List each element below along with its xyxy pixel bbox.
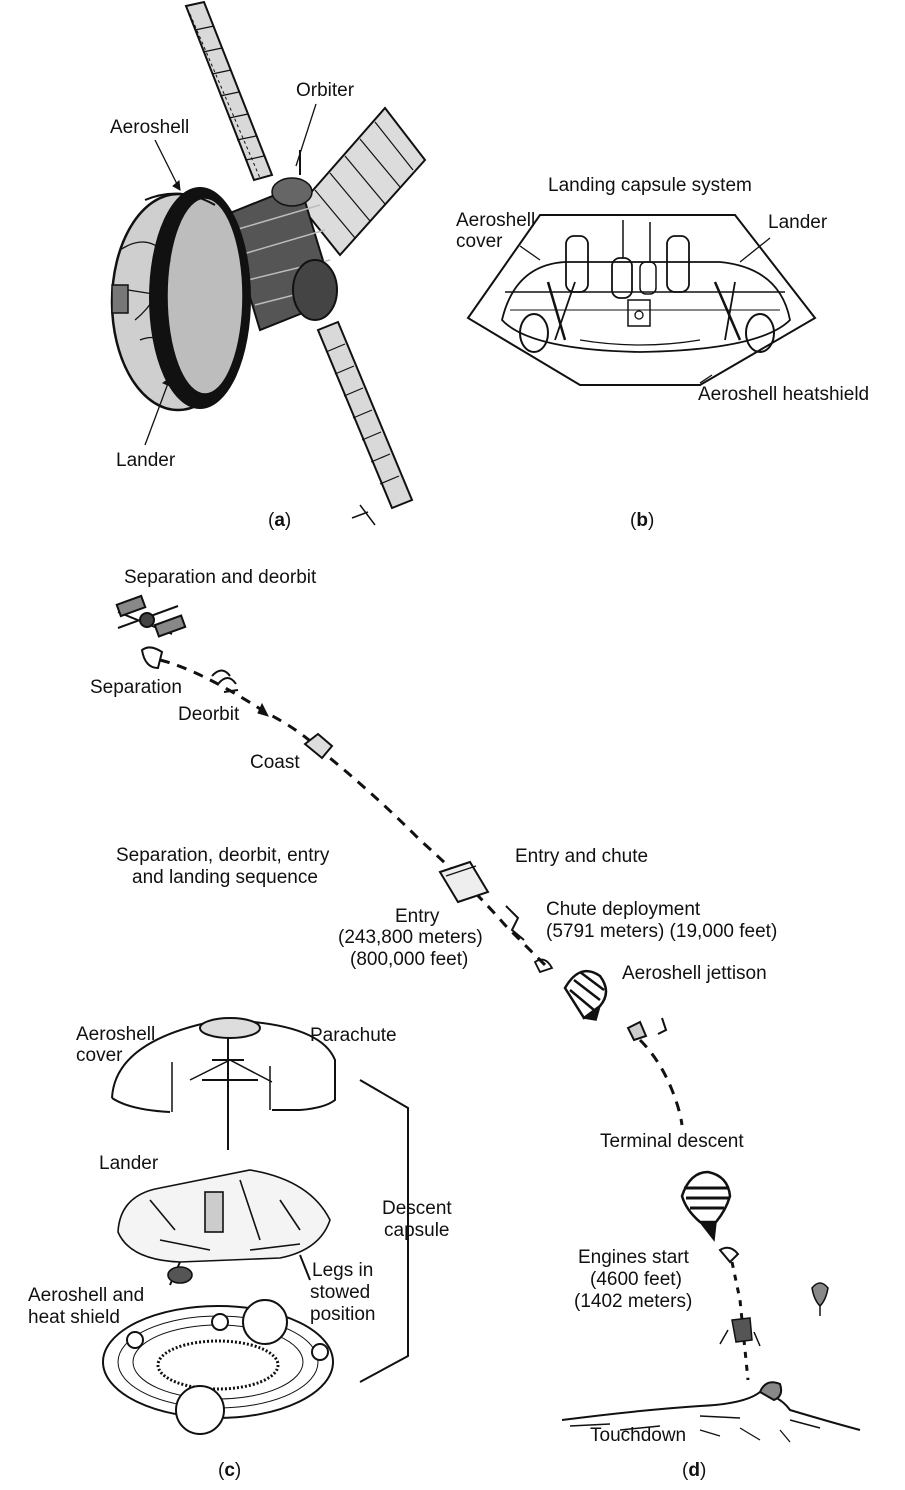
right-upper-solar-panel <box>298 106 427 257</box>
label-descent-2: capsule <box>384 1220 450 1241</box>
label-legs-1: Legs in <box>312 1260 374 1281</box>
label-entry-3: (800,000 feet) <box>350 949 469 970</box>
coast-capsule-icon <box>303 732 334 760</box>
label-lander-c: Lander <box>99 1153 159 1174</box>
separation-capsule-icon <box>140 646 164 670</box>
terminal-parachute-icon <box>680 1170 732 1242</box>
label-heat-2: heat shield <box>28 1307 120 1328</box>
label-aeroshell-cover-b-1: Aeroshell <box>456 210 536 231</box>
label-heat-1: Aeroshell and <box>28 1285 145 1306</box>
label-descent-1: Descent <box>382 1198 452 1219</box>
panel-letter-a: (a) <box>268 510 292 531</box>
label-entry-2: (243,800 meters) <box>338 927 483 948</box>
label-lander-b: Lander <box>768 212 828 233</box>
label-sequence-2: and landing sequence <box>132 867 318 888</box>
label-aeroshell-cover-c-1: Aeroshell <box>76 1024 156 1045</box>
heat-shield-shape <box>102 1299 334 1435</box>
label-aeroshell-heatshield: Aeroshell heatshield <box>698 384 870 405</box>
parachute-open-icon <box>563 969 608 1021</box>
label-parachute: Parachute <box>310 1025 397 1046</box>
exploded-capsule-illustration <box>102 1017 409 1435</box>
lower-solar-panel <box>316 320 414 526</box>
label-entry-1: Entry <box>395 906 440 927</box>
label-chute-2: (5791 meters) (19,000 feet) <box>546 921 778 942</box>
upper-solar-panel <box>184 0 274 182</box>
label-coast: Coast <box>250 752 300 773</box>
panel-letter-b: (b) <box>630 510 655 531</box>
orbiter-bus <box>223 150 338 332</box>
descent-trajectory-path <box>159 658 550 970</box>
chute-deployment-icon <box>505 905 525 941</box>
engines-lander-icon <box>718 1246 740 1264</box>
spacecraft-illustration <box>110 0 427 526</box>
aeroshell-jettison-icon <box>626 1020 648 1042</box>
lander-shape <box>117 1169 331 1286</box>
label-entry-and-chute: Entry and chute <box>515 846 649 867</box>
label-aeroshell-a: Aeroshell <box>110 117 190 138</box>
descent-sequence-illustration <box>115 594 861 1443</box>
label-sequence-1: Separation, deorbit, entry <box>116 845 330 866</box>
label-aeroshell-cover-b-2: cover <box>456 231 503 252</box>
heatshield-curve <box>501 261 791 353</box>
label-touchdown: Touchdown <box>590 1425 687 1446</box>
label-legs-2: stowed <box>310 1282 371 1303</box>
entry-capsule-icon <box>438 860 490 904</box>
label-legs-3: position <box>310 1304 376 1325</box>
label-deorbit: Deorbit <box>178 704 240 725</box>
label-orbiter: Orbiter <box>296 80 355 101</box>
label-separation-and-deorbit: Separation and deorbit <box>124 567 317 588</box>
label-chute-1: Chute deployment <box>546 899 701 920</box>
landing-capsule-illustration <box>466 214 817 386</box>
capsule-outline <box>466 214 817 386</box>
descent-capsule-bracket <box>359 1079 409 1383</box>
label-landing-capsule-system: Landing capsule system <box>548 175 752 196</box>
label-lander-a: Lander <box>116 450 176 471</box>
label-aeroshell-cover-c-2: cover <box>76 1045 123 1066</box>
label-separation: Separation <box>90 677 182 698</box>
panel-letter-d: (d) <box>682 1460 707 1481</box>
label-aeroshell-jettison: Aeroshell jettison <box>622 963 767 984</box>
separation-spacecraft-icon <box>115 594 187 638</box>
aeroshell-lander <box>110 187 251 412</box>
label-terminal-descent: Terminal descent <box>600 1131 744 1152</box>
martian-ground <box>561 1381 861 1443</box>
panel-letter-c: (c) <box>218 1460 242 1481</box>
terminal-trajectory-path <box>638 1038 684 1126</box>
label-engines-2: (4600 feet) <box>590 1269 682 1290</box>
label-engines-1: Engines start <box>578 1247 689 1268</box>
label-engines-3: (1402 meters) <box>574 1291 693 1312</box>
aeroshell-cover-shape <box>111 1017 336 1150</box>
